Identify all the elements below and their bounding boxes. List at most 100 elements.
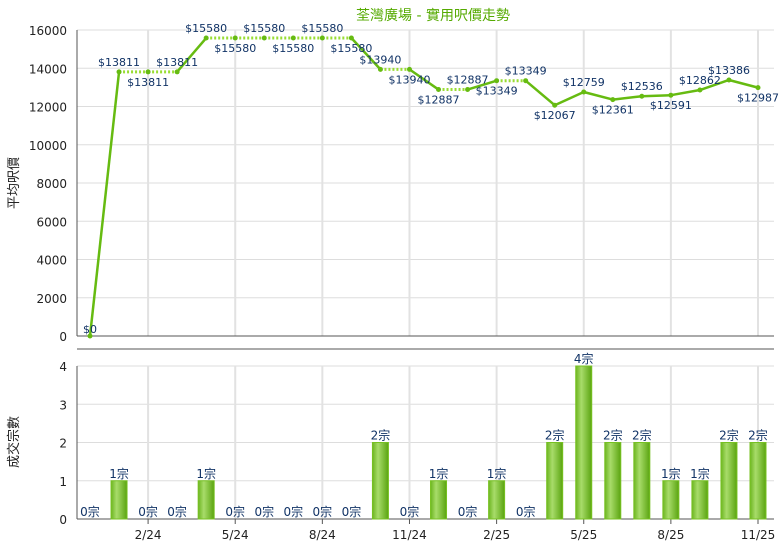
line-y-tick-label: 2000 bbox=[36, 292, 67, 306]
bar-y-tick-label: 1 bbox=[59, 475, 67, 489]
bar bbox=[749, 442, 767, 520]
line-point bbox=[697, 87, 703, 93]
bar-data-label: 0宗 bbox=[283, 504, 303, 519]
bar-y-tick-label: 0 bbox=[59, 513, 67, 527]
bar bbox=[488, 480, 506, 520]
line-data-label: $12759 bbox=[563, 76, 605, 89]
bar-data-label: 0宗 bbox=[458, 504, 478, 519]
line-y-tick-label: 4000 bbox=[36, 254, 67, 268]
bar-data-label: 0宗 bbox=[400, 504, 420, 519]
line-data-label: $15580 bbox=[272, 42, 314, 55]
line-point bbox=[726, 77, 732, 83]
line-y-tick-label: 8000 bbox=[36, 177, 67, 191]
line-data-label: $0 bbox=[83, 323, 97, 336]
bar-data-label: 2宗 bbox=[632, 428, 652, 443]
line-segment bbox=[350, 37, 382, 71]
line-point bbox=[348, 35, 354, 41]
line-y-tick-label: 10000 bbox=[29, 139, 67, 153]
line-point bbox=[552, 102, 558, 108]
line-point bbox=[319, 35, 325, 41]
line-segment bbox=[524, 79, 556, 107]
line-point bbox=[174, 69, 180, 75]
line-data-label: $13349 bbox=[505, 65, 547, 78]
line-y-tick-label: 12000 bbox=[29, 101, 67, 115]
bar-y-axis-label: 成交宗數 bbox=[6, 416, 22, 468]
bar bbox=[546, 442, 564, 520]
line-y-tick-label: 14000 bbox=[29, 62, 67, 76]
bar-data-label: 1宗 bbox=[196, 466, 216, 481]
line-data-label: $15580 bbox=[185, 22, 227, 35]
x-tick-label: 8/25 bbox=[657, 528, 684, 542]
line-y-tick-label: 16000 bbox=[29, 24, 67, 38]
bar-data-label: 2宗 bbox=[603, 428, 623, 443]
line-point bbox=[87, 333, 93, 339]
bar-data-label: 0宗 bbox=[516, 504, 536, 519]
line-data-label: $12067 bbox=[534, 109, 576, 122]
line-data-label: $12862 bbox=[679, 74, 721, 87]
line-data-label: $13349 bbox=[476, 85, 518, 98]
bar bbox=[110, 480, 128, 520]
x-tick-label: 5/24 bbox=[222, 528, 249, 542]
x-tick-label: 2/25 bbox=[483, 528, 510, 542]
line-segment bbox=[554, 90, 585, 107]
line-data-label: $13811 bbox=[98, 56, 140, 69]
bar-y-tick-label: 2 bbox=[59, 437, 67, 451]
bar-data-label: 0宗 bbox=[167, 504, 187, 519]
line-y-tick-label: 6000 bbox=[36, 215, 67, 229]
bar-data-label: 2宗 bbox=[719, 428, 739, 443]
line-point bbox=[116, 69, 122, 75]
bar bbox=[197, 480, 215, 520]
line-segment bbox=[176, 37, 208, 73]
bar-data-label: 1宗 bbox=[661, 466, 681, 481]
bar-y-tick-label: 3 bbox=[59, 398, 67, 412]
line-point bbox=[290, 35, 296, 41]
line-point bbox=[203, 35, 209, 41]
bar bbox=[430, 480, 448, 520]
bar-data-label: 2宗 bbox=[748, 428, 768, 443]
line-data-label: $12536 bbox=[621, 80, 663, 93]
line-point bbox=[494, 78, 500, 84]
line-point bbox=[668, 92, 674, 98]
line-data-label: $15580 bbox=[301, 22, 343, 35]
bar-y-tick-label: 4 bbox=[59, 360, 67, 374]
bar bbox=[604, 442, 622, 520]
line-data-label: $13940 bbox=[359, 53, 401, 66]
bar-data-label: 1宗 bbox=[690, 466, 710, 481]
line-data-label: $13386 bbox=[708, 64, 750, 77]
line-point bbox=[465, 87, 471, 93]
line-point bbox=[145, 69, 151, 75]
line-y-tick-label: 0 bbox=[59, 330, 67, 344]
bar bbox=[691, 480, 709, 520]
line-point bbox=[581, 89, 587, 95]
line-point bbox=[610, 97, 616, 103]
line-point bbox=[523, 78, 529, 84]
bar-data-label: 0宗 bbox=[225, 504, 245, 519]
bar-data-label: 1宗 bbox=[487, 466, 507, 481]
bar bbox=[633, 442, 651, 520]
x-tick-label: 8/24 bbox=[309, 528, 336, 542]
line-data-label: $13811 bbox=[156, 56, 198, 69]
line-data-label: $13940 bbox=[388, 73, 430, 86]
line-segment bbox=[467, 79, 497, 91]
bar bbox=[662, 480, 680, 520]
line-data-label: $15580 bbox=[243, 22, 285, 35]
line-data-label: $15580 bbox=[330, 42, 372, 55]
line-data-label: $12987 bbox=[737, 92, 779, 105]
bar bbox=[371, 442, 389, 520]
line-point bbox=[639, 93, 645, 99]
line-segment bbox=[670, 88, 701, 97]
line-point bbox=[436, 87, 442, 93]
x-tick-label: 11/25 bbox=[741, 528, 776, 542]
line-point bbox=[377, 66, 383, 72]
bar-data-label: 0宗 bbox=[80, 504, 100, 519]
line-data-label: $12361 bbox=[592, 104, 634, 117]
line-segment bbox=[408, 68, 440, 91]
line-data-label: $13811 bbox=[127, 76, 169, 89]
bar-data-label: 1宗 bbox=[429, 466, 449, 481]
bar-data-label: 2宗 bbox=[371, 428, 391, 443]
bar-data-label: 0宗 bbox=[313, 504, 333, 519]
bar-data-label: 4宗 bbox=[574, 351, 594, 366]
line-segment bbox=[583, 90, 614, 101]
